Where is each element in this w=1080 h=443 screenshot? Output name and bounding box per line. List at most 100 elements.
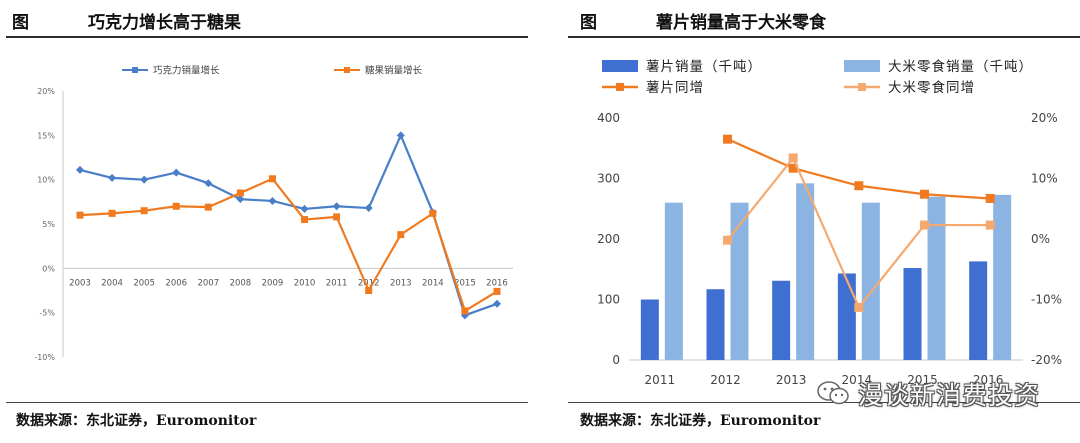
left-x-tick-label: 2013: [390, 278, 412, 288]
left-line-chart: -10% -5% 0% 5% 10% 15% 20% 2003 2004 2005 2006 2007…: [34, 65, 513, 362]
left-y-tick-label: -5%: [39, 309, 55, 318]
right-data-point: [788, 163, 798, 173]
right-y-tick-label: 400: [597, 111, 620, 125]
right-legend-label: 大米零食同增: [888, 79, 975, 96]
left-x-tick-label: 2008: [230, 278, 252, 288]
left-data-point: [108, 209, 116, 217]
left-chart-panel: 图 巧克力增长高于糖果 -10% -5% 0% 5% 10% 15% 20% 2003 2004…: [0, 0, 528, 443]
left-data-point: [397, 231, 405, 239]
right-y2-tick-label: -10%: [1031, 293, 1062, 307]
left-data-point: [268, 175, 276, 183]
right-legend-bar-swatch: [844, 60, 880, 72]
left-data-point: [268, 196, 277, 205]
right-y-tick-label: 100: [597, 293, 620, 307]
right-y2-tick-label: 10%: [1031, 172, 1058, 186]
right-y-tick-label: 0: [612, 353, 620, 367]
left-title-rule: [6, 36, 528, 38]
right-legend-label: 薯片销量（千吨）: [646, 59, 762, 75]
right-legend-bar-swatch: [602, 60, 638, 72]
left-data-point: [396, 131, 405, 140]
right-bar: [969, 261, 988, 360]
left-data-point: [236, 189, 244, 197]
left-data-point: [76, 165, 84, 174]
right-chart-panel: 图 薯片销量高于大米零食 0 100 200 300 400 -20% -10% 0% 10% 2…: [562, 0, 1080, 443]
wechat-icon: [817, 381, 849, 405]
right-series-line: [726, 156, 991, 309]
watermark-text: 漫谈新消费投资: [858, 381, 1041, 410]
left-source-rule: [6, 402, 528, 403]
left-data-point: [493, 299, 501, 308]
left-title-row: 图 巧克力增长高于糖果: [0, 0, 528, 40]
left-data-point: [204, 179, 213, 188]
right-bar: [640, 299, 659, 360]
right-x-tick-label: 2012: [710, 373, 741, 387]
right-bar: [796, 183, 815, 360]
right-data-point: [788, 153, 798, 163]
right-source-rule: [568, 402, 1080, 403]
left-x-tick-label: 2014: [422, 278, 444, 288]
left-y-tick-label: -10%: [34, 353, 55, 362]
left-y-tick-label: 15%: [37, 131, 55, 140]
right-legend-marker-swatch: [858, 83, 866, 91]
left-series-line: [79, 134, 498, 317]
left-data-point: [76, 211, 84, 219]
right-data-point: [854, 181, 864, 191]
left-figure-label: 图: [12, 13, 29, 33]
left-x-tick-label: 2012: [358, 278, 380, 288]
left-x-tick-label: 2007: [197, 278, 219, 288]
right-legend-marker-swatch: [616, 83, 624, 91]
left-x-tick-label: 2016: [486, 278, 508, 288]
right-x-tick-label: 2016: [973, 373, 1004, 387]
right-y2-tick-label: -20%: [1031, 353, 1062, 367]
left-data-point: [236, 195, 245, 204]
right-x-tick-label: 2014: [842, 373, 873, 387]
left-x-tick-label: 2010: [294, 278, 316, 288]
right-bar: [861, 202, 880, 360]
right-chart-title: 薯片销量高于大米零食: [656, 13, 826, 33]
right-data-point: [723, 134, 732, 144]
right-x-tick-label: 2015: [907, 373, 938, 387]
left-legend-label: 糖果销量增长: [365, 65, 423, 77]
right-data-point: [920, 220, 929, 230]
right-x-tick-label: 2013: [776, 373, 807, 387]
left-x-tick-label: 2004: [101, 278, 123, 288]
left-data-point: [204, 203, 212, 211]
right-y-tick-label: 200: [597, 232, 620, 246]
left-data-point: [108, 173, 117, 182]
left-data-point: [301, 216, 309, 224]
right-combo-chart: 0 100 200 300 400 -20% -10% 0% 10% 20% 2011 2012 201…: [597, 58, 1062, 387]
right-bar: [837, 273, 856, 360]
left-source-text: 数据来源：东北证券，Euromonitor: [16, 413, 257, 429]
left-data-point: [365, 287, 373, 294]
right-bar: [664, 202, 683, 360]
left-y-tick-label: 20%: [37, 87, 55, 96]
right-data-point: [985, 193, 995, 203]
left-data-point: [493, 287, 501, 295]
right-x-tick-label: 2011: [645, 373, 676, 387]
left-data-point: [333, 213, 341, 221]
left-y-tick-label: 5%: [42, 220, 55, 229]
left-x-tick-label: 2011: [326, 278, 348, 288]
left-y-tick-label: 10%: [37, 176, 55, 185]
left-data-point: [461, 307, 469, 315]
left-x-tick-label: 2005: [133, 278, 155, 288]
watermark: 漫谈新消费投资: [808, 372, 1058, 412]
right-y-tick-label: 300: [597, 172, 620, 186]
right-y2-tick-label: 0%: [1031, 232, 1050, 246]
right-title-row: 图 薯片销量高于大米零食: [562, 0, 1080, 40]
right-bar: [730, 202, 749, 360]
left-data-point: [364, 204, 373, 213]
left-legend-marker-swatch: [344, 67, 350, 73]
right-legend-label: 薯片同增: [646, 80, 704, 96]
left-x-tick-label: 2015: [454, 278, 476, 288]
left-x-tick-label: 2009: [262, 278, 284, 288]
right-bar: [772, 280, 791, 360]
left-data-point: [140, 175, 149, 184]
right-source-text: 数据来源：东北证券，Euromonitor: [580, 413, 821, 429]
right-bar: [706, 289, 725, 360]
left-series-line: [79, 177, 498, 312]
left-x-tick-label: 2003: [69, 278, 91, 288]
right-data-point: [723, 235, 732, 245]
left-chart-title: 巧克力增长高于糖果: [88, 13, 241, 33]
right-legend-label: 大米零食销量（千吨）: [888, 58, 1033, 75]
